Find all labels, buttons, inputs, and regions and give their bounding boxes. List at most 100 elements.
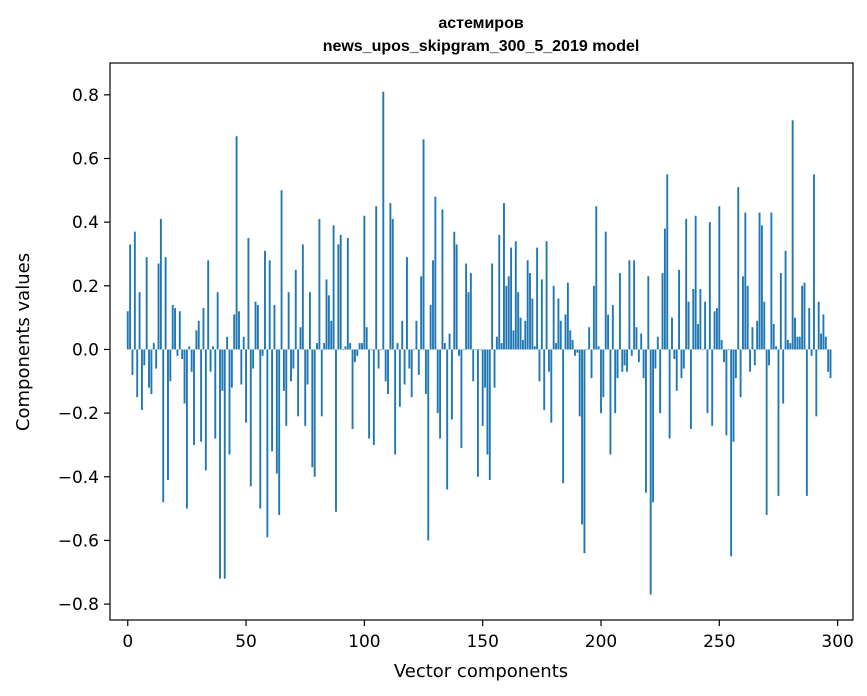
bar-46 (235, 136, 238, 350)
bar-263 (749, 349, 752, 372)
bar-65 (280, 190, 283, 350)
bar-28 (193, 349, 195, 445)
bar-253 (725, 349, 728, 436)
bar-150 (481, 349, 484, 426)
bar-228 (666, 174, 669, 350)
bar-32 (202, 308, 205, 350)
bar-57 (261, 349, 264, 356)
bar-60 (268, 260, 271, 350)
bar-152 (486, 349, 489, 455)
bar-189 (574, 349, 576, 356)
bar-243 (701, 349, 704, 351)
bar-292 (817, 301, 820, 350)
bar-233 (678, 269, 681, 350)
bar-213 (630, 349, 633, 356)
bar-88 (335, 349, 337, 512)
bar-165 (517, 292, 520, 350)
bar-87 (332, 225, 335, 350)
bar-209 (621, 349, 624, 372)
bar-230 (671, 317, 673, 350)
bar-24 (183, 349, 186, 404)
x-tick-label: 250 (703, 632, 735, 652)
bar-9 (148, 349, 150, 388)
bar-256 (732, 349, 735, 442)
bar-7 (143, 349, 146, 366)
bar-295 (824, 336, 827, 350)
bar-200 (600, 349, 602, 414)
bar-172 (533, 346, 536, 350)
y-tick-label: 0.2 (72, 277, 99, 297)
bar-250 (718, 206, 721, 350)
chart-title-line1: астемиров (438, 15, 524, 32)
bar-37 (214, 349, 217, 439)
bar-159 (503, 203, 505, 350)
bar-109 (384, 349, 387, 382)
bar-12 (155, 349, 158, 369)
bar-129 (432, 260, 434, 350)
bar-277 (782, 349, 785, 404)
bar-145 (469, 273, 472, 350)
bar-201 (602, 349, 605, 398)
y-tick-label: −0.4 (58, 468, 99, 488)
bar-156 (495, 336, 498, 350)
bar-259 (739, 349, 742, 398)
bar-284 (798, 336, 801, 350)
bar-29 (195, 330, 198, 350)
bar-261 (744, 212, 747, 350)
bar-69 (290, 349, 292, 382)
bar-38 (216, 292, 219, 350)
bar-231 (673, 349, 676, 360)
bar-214 (633, 260, 636, 350)
bar-54 (254, 301, 257, 350)
bar-244 (704, 301, 707, 350)
bar-3 (133, 231, 136, 350)
bar-166 (519, 317, 522, 350)
bar-95 (351, 349, 354, 430)
bar-281 (791, 120, 794, 350)
bar-157 (498, 234, 501, 350)
bar-27 (190, 349, 193, 372)
bar-235 (682, 349, 685, 369)
bar-43 (228, 349, 231, 455)
bar-171 (531, 298, 534, 350)
bar-207 (616, 349, 619, 379)
bar-107 (379, 349, 382, 351)
bar-237 (687, 301, 690, 350)
bar-162 (510, 247, 513, 350)
bar-85 (327, 295, 330, 350)
bar-225 (659, 349, 662, 414)
bar-23 (181, 349, 184, 360)
bar-33 (204, 349, 207, 471)
bar-132 (439, 349, 442, 439)
bar-86 (330, 320, 333, 350)
bar-82 (320, 349, 323, 417)
bar-83 (323, 343, 326, 350)
bar-77 (309, 292, 311, 350)
bar-115 (398, 349, 401, 407)
bar-192 (581, 349, 584, 525)
bar-167 (521, 339, 524, 350)
bar-13 (157, 263, 160, 350)
bar-276 (779, 273, 782, 350)
bar-0 (126, 311, 129, 350)
bar-68 (287, 292, 290, 350)
bar-211 (626, 349, 628, 372)
bar-219 (645, 349, 647, 493)
bar-71 (294, 269, 297, 350)
bar-133 (441, 209, 444, 350)
bar-239 (692, 288, 695, 350)
x-tick-label: 300 (821, 632, 853, 652)
bar-90 (339, 234, 342, 350)
bar-188 (571, 339, 574, 350)
bar-286 (803, 282, 806, 350)
bar-240 (694, 215, 697, 350)
bar-266 (756, 320, 759, 350)
bar-191 (578, 349, 581, 417)
y-tick-label: 0.6 (72, 149, 99, 169)
bar-177 (545, 241, 548, 350)
bar-124 (420, 276, 423, 350)
bar-222 (652, 349, 654, 503)
bar-168 (524, 320, 527, 350)
x-tick-label: 150 (466, 632, 498, 652)
bar-238 (689, 349, 692, 430)
